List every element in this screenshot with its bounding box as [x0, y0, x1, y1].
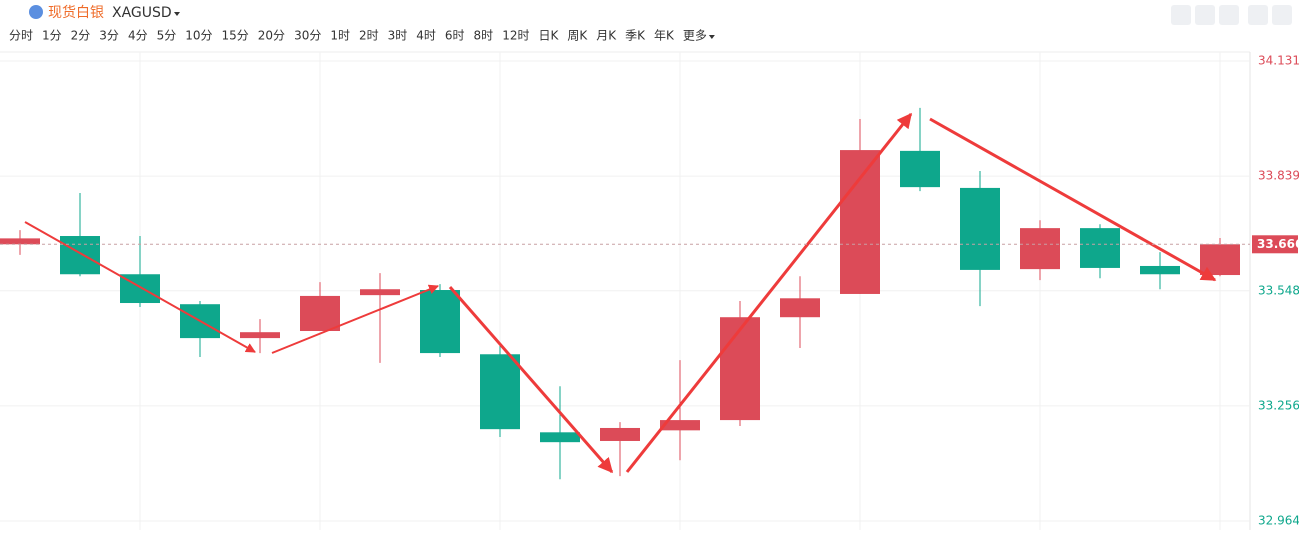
dropdown[interactable] — [174, 12, 180, 16]
y-tick-label: 33.548 — [1258, 283, 1299, 297]
candle-body — [1080, 228, 1120, 268]
candle-body — [960, 187, 1000, 270]
tools — [1171, 5, 1292, 25]
period-tab[interactable]: 2时 — [359, 29, 379, 43]
tool-button[interactable] — [1195, 5, 1215, 25]
tool-button[interactable] — [1171, 5, 1191, 25]
tool-button[interactable] — [1272, 5, 1292, 25]
candle-body — [240, 332, 280, 339]
candle-body — [840, 150, 880, 294]
period-tab[interactable]: 1时 — [330, 29, 350, 43]
candle-body — [1200, 244, 1240, 276]
y-tick-label: 32.964 — [1258, 514, 1299, 528]
candle-body — [780, 298, 820, 318]
y-tick-label: 33.839 — [1258, 169, 1299, 183]
candle-body — [660, 420, 700, 431]
y-tick-label: 33.256 — [1258, 398, 1299, 412]
period-tab[interactable]: 5分 — [157, 29, 177, 43]
candle-body — [480, 354, 520, 430]
candle-body — [1140, 265, 1180, 275]
period-tab[interactable]: 15分 — [222, 29, 249, 43]
candle-body — [420, 290, 460, 354]
period-tab[interactable]: 4分 — [128, 29, 148, 43]
candle-body — [60, 236, 100, 275]
tool-button[interactable] — [1248, 5, 1268, 25]
period-tab[interactable]: 月K — [596, 29, 617, 43]
dropdown — [708, 35, 715, 39]
candle-body — [360, 289, 400, 296]
tool-button[interactable] — [1219, 5, 1239, 25]
period-tab[interactable]: 日K — [538, 29, 559, 43]
period-tab[interactable]: 10分 — [185, 29, 212, 43]
title[interactable]: 现货白银 — [48, 4, 104, 21]
current-price-label: 33.666 — [1257, 237, 1299, 251]
period-tab[interactable]: 6时 — [445, 29, 465, 43]
period-tab[interactable]: 2分 — [71, 29, 91, 43]
current-price-box — [1252, 235, 1298, 254]
period-tab[interactable]: 3时 — [388, 29, 408, 43]
period-tab[interactable]: 8时 — [474, 29, 494, 43]
logo — [29, 5, 43, 19]
candle-body — [0, 238, 40, 245]
period-tab[interactable]: 季K — [625, 29, 646, 43]
candle-body — [720, 317, 760, 421]
period-tab[interactable]: 1分 — [42, 29, 62, 43]
period-tab[interactable]: 30分 — [294, 29, 321, 43]
period-tab[interactable]: 分时 — [9, 29, 33, 43]
candle-body — [1020, 228, 1060, 270]
symbol[interactable]: XAGUSD — [112, 5, 172, 21]
period-tab[interactable]: 周K — [567, 29, 588, 43]
candle-body — [300, 295, 340, 332]
marks — [0, 60, 1250, 522]
period-tab[interactable]: 20分 — [258, 29, 285, 43]
period-tab[interactable]: 年K — [654, 29, 675, 43]
candle-body — [600, 427, 640, 441]
candle-body — [900, 150, 940, 188]
candle-body — [540, 432, 580, 443]
y-tick-label: 34.131 — [1258, 54, 1299, 68]
period-tab[interactable]: 12时 — [502, 29, 529, 43]
period-tab[interactable]: 更多 — [683, 29, 707, 43]
period-tab[interactable]: 4时 — [416, 29, 436, 43]
period-tab[interactable]: 3分 — [99, 29, 119, 43]
trend-arrows — [24, 112, 1217, 474]
